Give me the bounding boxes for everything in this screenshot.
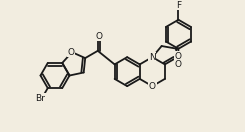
Text: O: O	[149, 82, 156, 91]
Text: Br: Br	[36, 94, 45, 103]
Text: F: F	[176, 1, 181, 10]
Text: O: O	[96, 32, 102, 41]
Text: O: O	[175, 52, 182, 61]
Text: N: N	[149, 53, 156, 62]
Text: O: O	[67, 48, 74, 57]
Text: O: O	[175, 60, 182, 69]
